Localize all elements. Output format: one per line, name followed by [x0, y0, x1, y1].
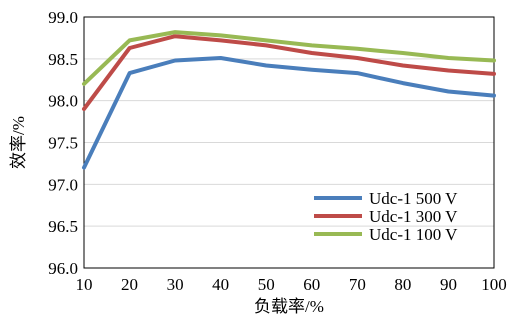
y-tick-label: 98.0 [48, 92, 78, 111]
y-tick-label: 99.0 [48, 8, 78, 27]
x-axis-label: 负载率/% [254, 297, 324, 316]
series-layer [82, 30, 496, 170]
plot-frame [83, 16, 495, 269]
x-tick-label: 40 [212, 275, 229, 294]
y-tick-label: 96.0 [48, 259, 78, 278]
legend-label: Udc-1 500 V [369, 189, 458, 208]
series-line [82, 30, 496, 86]
y-axis-label: 效率/% [9, 116, 28, 169]
legend-label: Udc-1 100 V [369, 225, 458, 244]
y-tick-label: 98.5 [48, 50, 78, 69]
x-tick-label: 80 [394, 275, 411, 294]
x-tick-label: 20 [121, 275, 138, 294]
series-line [82, 56, 496, 170]
x-tick-label: 60 [303, 275, 320, 294]
x-tick-label: 90 [440, 275, 457, 294]
y-tick-labels: 96.0 96.5 97.0 97.5 98.0 98.5 99.0 [48, 8, 78, 278]
x-tick-label: 100 [481, 275, 507, 294]
x-tick-labels: 10 20 30 40 50 60 70 80 90 100 [76, 275, 507, 294]
y-tick-label: 96.5 [48, 217, 78, 236]
x-tick-label: 10 [76, 275, 93, 294]
legend-label: Udc-1 300 V [369, 207, 458, 226]
y-tick-label: 97.5 [48, 134, 78, 153]
y-tick-label: 97.0 [48, 175, 78, 194]
x-tick-label: 70 [349, 275, 366, 294]
series-line [82, 34, 496, 111]
x-tick-label: 50 [258, 275, 275, 294]
x-tick-label: 30 [167, 275, 184, 294]
